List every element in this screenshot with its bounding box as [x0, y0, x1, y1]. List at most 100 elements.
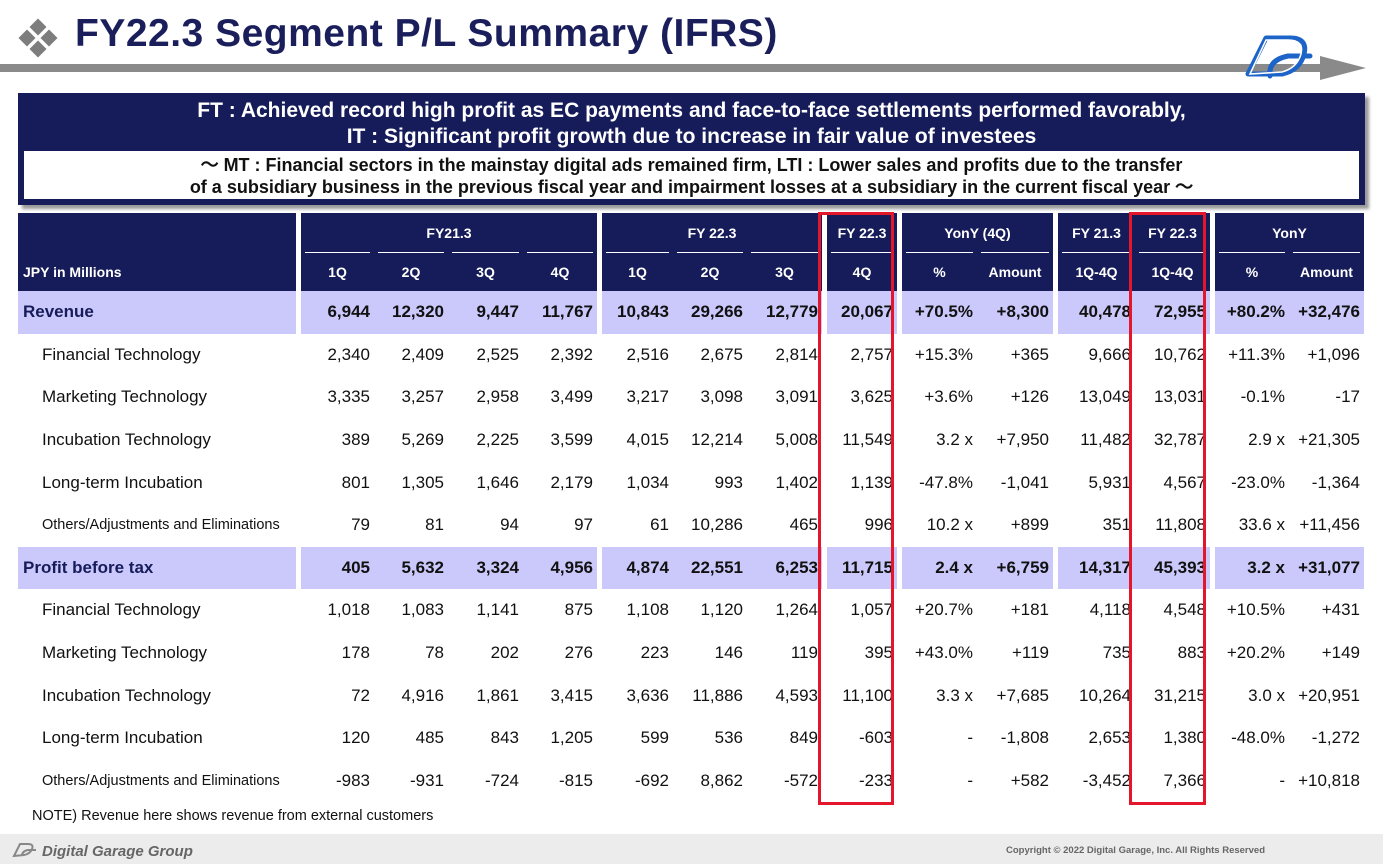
- summary-box: FT : Achieved record high profit as EC p…: [18, 93, 1365, 205]
- table-cell: +70.5%: [897, 291, 977, 334]
- table-cell: 202: [490, 643, 519, 663]
- table-cell: 3,415: [550, 685, 593, 705]
- table-cell: 3,335: [296, 376, 374, 419]
- table-cell: 465: [789, 515, 818, 535]
- table-cell: +6,759: [977, 546, 1053, 590]
- table-cell: 2,653: [1053, 716, 1135, 760]
- table-cell: +11,456: [1299, 515, 1360, 535]
- table-cell: 8,862: [700, 770, 743, 790]
- row-label: Revenue: [18, 291, 296, 334]
- table-cell: 5,008: [775, 430, 818, 450]
- table-cell: 2,179: [550, 472, 593, 492]
- table-cell: 485: [415, 728, 444, 748]
- table-cell: 276: [564, 643, 593, 663]
- table-cell: 7,366: [1163, 770, 1206, 790]
- table-cell: +7,685: [996, 685, 1049, 705]
- table-cell: 3.0 x: [1210, 674, 1289, 717]
- table-cell: 2,225: [476, 430, 519, 450]
- table-cell: 13,031: [1154, 387, 1206, 407]
- table-cell: 3,217: [597, 376, 673, 419]
- table-cell: 883: [1177, 643, 1206, 663]
- table-cell: +7,950: [996, 430, 1049, 450]
- table-cell: +20.2%: [1210, 631, 1289, 675]
- diamond-bullet-icon: [18, 18, 58, 58]
- table-cell: 20,067: [822, 291, 897, 334]
- table-cell: -: [897, 759, 977, 803]
- table-cell: 9,666: [1053, 333, 1135, 377]
- table-cell: +126: [1010, 387, 1049, 407]
- table-cell: 3,499: [550, 387, 593, 407]
- table-cell: 3,098: [700, 387, 743, 407]
- table-cell: 12,214: [691, 430, 743, 450]
- table-cell: 146: [714, 643, 743, 663]
- table-cell: -23.0%: [1210, 461, 1289, 504]
- header-blank: [18, 213, 296, 252]
- table-cell: -3,452: [1053, 759, 1135, 803]
- table-row: Revenue 6,944 12,320 9,447 11,767 10,843 29,26…: [18, 291, 1364, 334]
- table-cell: 11,549: [822, 418, 897, 462]
- table-cell: +365: [1010, 344, 1049, 364]
- table-cell: -815: [558, 770, 593, 790]
- footer-bar: [0, 834, 1383, 864]
- group-yony: YonY: [1210, 213, 1364, 252]
- table-cell: 1,402: [775, 472, 818, 492]
- table-cell: +10.5%: [1210, 589, 1289, 632]
- group-fy22-full: FY 22.3: [1135, 213, 1210, 252]
- row-label: Financial Technology: [42, 600, 201, 620]
- table-cell: 351: [1053, 503, 1135, 547]
- group-fy21-full: FY 21.3: [1053, 213, 1135, 252]
- table-row: Others/Adjustments and Eliminations 79 81 9…: [18, 503, 1364, 547]
- row-label: Marketing Technology: [42, 643, 208, 663]
- group-yony-4q: YonY (4Q): [897, 213, 1053, 252]
- table-cell: 4,118: [1053, 589, 1135, 632]
- table-cell: 2.4 x: [897, 546, 977, 590]
- table-cell: 10,264: [1053, 674, 1135, 717]
- table-cell: +119: [1011, 643, 1049, 663]
- table-cell: +80.2%: [1210, 291, 1289, 334]
- table-cell: +181: [1010, 600, 1049, 620]
- row-label: Long-term Incubation: [42, 728, 203, 748]
- table-cell: +32,476: [1289, 291, 1364, 334]
- table-cell: 81: [425, 515, 444, 535]
- column-header: 4Q: [822, 252, 897, 291]
- table-cell: +149: [1321, 643, 1360, 663]
- column-header: Amount: [1289, 252, 1364, 291]
- table-cell: 1,083: [401, 600, 444, 620]
- table-cell: -983: [296, 759, 374, 803]
- page-title: FY22.3 Segment P/L Summary (IFRS): [75, 12, 778, 55]
- table-cell: 849: [789, 728, 818, 748]
- table-cell: +10,818: [1298, 770, 1360, 790]
- column-header: 1Q: [296, 252, 374, 291]
- row-label: Financial Technology: [42, 344, 201, 364]
- table-cell: 4,567: [1163, 472, 1206, 492]
- table-cell: 6,944: [296, 291, 374, 334]
- row-label: Others/Adjustments and Eliminations: [42, 772, 280, 789]
- table-cell: 78: [425, 643, 444, 663]
- table-cell: +20.7%: [897, 589, 977, 632]
- table-cell: 45,393: [1135, 546, 1210, 590]
- table-cell: 10,762: [1154, 344, 1206, 364]
- table-cell: +11.3%: [1210, 333, 1289, 377]
- table-row: Long-term Incubation 801 1,305 1,646 2,179 1,…: [18, 461, 1364, 504]
- table-cell: 2,392: [550, 344, 593, 364]
- table-cell: 12,320: [374, 291, 448, 334]
- column-header: 4Q: [523, 252, 597, 291]
- table-cell: 3.2 x: [897, 418, 977, 462]
- segment-pl-table: FY21.3 FY 22.3 FY 22.3 YonY (4Q) FY 21.3…: [18, 213, 1364, 803]
- table-cell: 32,787: [1154, 430, 1206, 450]
- table-cell: 1,646: [476, 472, 519, 492]
- table-cell: 120: [296, 716, 374, 760]
- column-header: 3Q: [448, 252, 523, 291]
- table-row: Marketing Technology 3,335 3,257 2,958 3,499…: [18, 376, 1364, 419]
- table-cell: -1,041: [1000, 472, 1049, 492]
- table-cell: 5,269: [401, 430, 444, 450]
- column-header: 2Q: [374, 252, 448, 291]
- table-cell: 843: [490, 728, 519, 748]
- table-cell: 2.9 x: [1210, 418, 1289, 462]
- table-cell: -572: [783, 770, 818, 790]
- table-cell: 4,956: [523, 546, 597, 590]
- table-cell: 6,253: [747, 546, 822, 590]
- summary-headline: FT : Achieved record high profit as EC p…: [18, 98, 1365, 150]
- highlight-frame-fy22-4q: [818, 212, 894, 805]
- table-cell: 5,632: [374, 546, 448, 590]
